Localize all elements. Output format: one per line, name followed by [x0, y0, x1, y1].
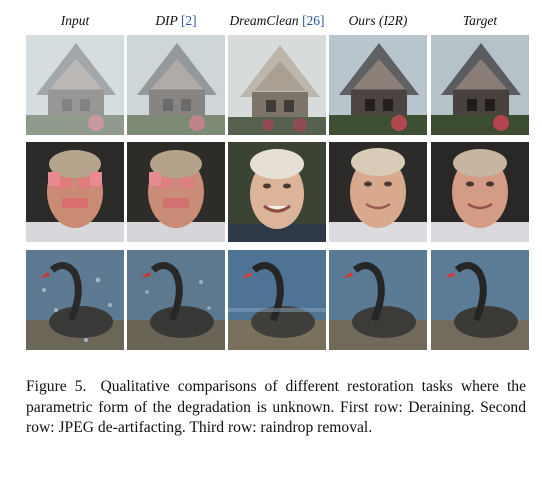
face-image: [26, 142, 124, 242]
swan-image: [431, 250, 529, 350]
image-house-dip: [127, 35, 225, 135]
face-image: [431, 142, 529, 242]
face-image: [329, 142, 427, 242]
column-label: DIP: [155, 13, 178, 28]
image-comparison-grid: [26, 35, 529, 353]
image-face-dip: [127, 142, 225, 242]
caption-text: Qualitative comparisons of different res…: [26, 378, 526, 436]
swan-image: [127, 250, 225, 350]
figure-column-headers: Input DIP [2] DreamClean [26] Ours (I2R)…: [26, 12, 529, 30]
house-image: [431, 35, 529, 135]
house-image: [228, 35, 326, 135]
column-header-dreamclean: DreamClean [26]: [228, 12, 326, 30]
column-label: Ours (I2R): [348, 13, 408, 28]
image-face-target: [431, 142, 529, 242]
column-header-dip: DIP [2]: [127, 12, 225, 30]
image-face-ours: [329, 142, 427, 242]
image-swan-input: [26, 250, 124, 350]
image-face-dreamclean: [228, 142, 326, 242]
image-house-input: [26, 35, 124, 135]
figure-caption: Figure 5. Qualitative comparisons of dif…: [26, 377, 526, 439]
column-header-target: Target: [431, 12, 529, 30]
figure-label: Figure 5.: [26, 378, 87, 395]
column-label: Input: [60, 13, 90, 28]
column-label: Target: [462, 13, 498, 28]
face-image: [127, 142, 225, 242]
column-header-ours: Ours (I2R): [329, 12, 427, 30]
image-swan-dip: [127, 250, 225, 350]
image-house-dreamclean: [228, 35, 326, 135]
house-image: [329, 35, 427, 135]
image-face-input: [26, 142, 124, 242]
house-image: [127, 35, 225, 135]
swan-image: [26, 250, 124, 350]
column-label: DreamClean: [229, 13, 299, 28]
column-header-input: Input: [26, 12, 124, 30]
image-swan-ours: [329, 250, 427, 350]
swan-image: [329, 250, 427, 350]
citation-link[interactable]: [2]: [180, 13, 197, 28]
face-image: [228, 142, 326, 242]
image-house-ours: [329, 35, 427, 135]
house-image: [26, 35, 124, 135]
swan-image: [228, 250, 326, 350]
image-swan-target: [431, 250, 529, 350]
image-swan-dreamclean: [228, 250, 326, 350]
image-house-target: [431, 35, 529, 135]
citation-link[interactable]: [26]: [302, 13, 325, 28]
